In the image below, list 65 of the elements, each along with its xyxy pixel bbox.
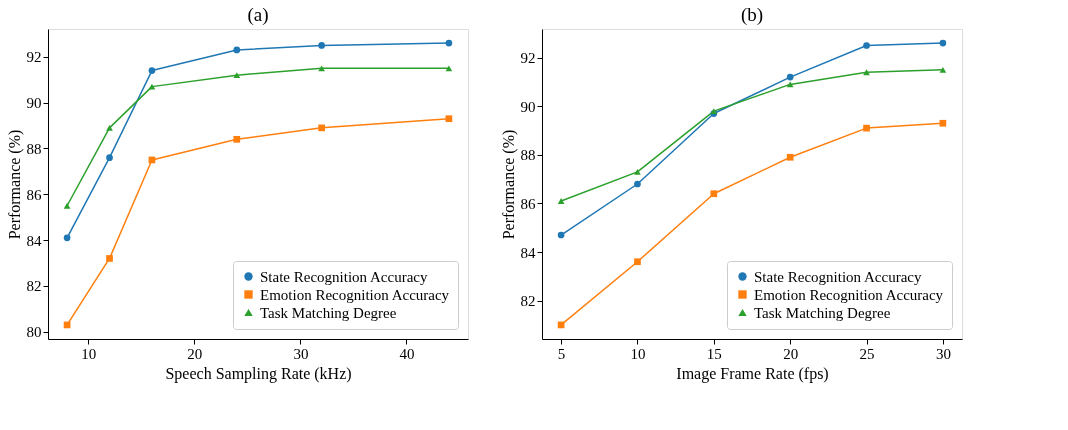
x-tick-label: 5 [557, 345, 566, 362]
y-tick-label: 82 [26, 278, 42, 295]
x-tick-label: 30 [935, 345, 951, 362]
x-axis-title: Image Frame Rate (fps) [676, 364, 829, 383]
point [318, 124, 325, 132]
legend-label: State Recognition Accuracy [260, 268, 428, 285]
point [634, 168, 641, 175]
point [863, 69, 870, 76]
point [863, 42, 870, 49]
legend-label: Task Matching Degree [260, 304, 397, 321]
x-tick-label: 10 [81, 345, 97, 362]
y-tick-label: 80 [26, 324, 42, 341]
y-tick-label: 84 [520, 244, 536, 261]
x-tick-label: 20 [783, 345, 799, 362]
point [939, 39, 947, 47]
y-tick-label: 90 [520, 98, 536, 115]
y-tick-label: 82 [520, 293, 536, 310]
point [786, 73, 794, 81]
point [939, 66, 947, 73]
point [318, 65, 325, 72]
y-tick-label: 90 [26, 95, 42, 112]
x-tick-label: 40 [399, 345, 415, 362]
chart-title: (a) [247, 4, 269, 26]
legend-label: Emotion Recognition Accuracy [754, 286, 944, 303]
point [106, 255, 113, 262]
y-tick-label: 86 [520, 195, 536, 212]
point [148, 67, 156, 74]
point [233, 135, 241, 143]
y-tick-label: 92 [26, 49, 42, 66]
y-tick-label: 88 [26, 140, 42, 157]
point [557, 198, 565, 204]
point [445, 65, 453, 72]
x-tick-label: 15 [706, 345, 722, 362]
y-axis-title: Performance (%) [5, 129, 24, 240]
point [634, 180, 641, 188]
point [233, 46, 241, 54]
point [63, 202, 71, 209]
point [557, 231, 565, 239]
point [634, 258, 641, 266]
point [445, 39, 453, 47]
x-tick-label: 10 [630, 345, 646, 362]
y-tick-label: 92 [520, 50, 536, 67]
x-tick-label: 20 [187, 345, 203, 362]
legend-label: Task Matching Degree [754, 304, 891, 321]
x-tick-label: 30 [293, 345, 309, 362]
point [786, 153, 794, 161]
point [233, 72, 241, 79]
point [106, 124, 113, 131]
legend-label: State Recognition Accuracy [754, 268, 922, 285]
chart-title: (b) [740, 4, 764, 26]
point [863, 124, 870, 132]
point [148, 83, 156, 90]
x-tick-label: 25 [859, 345, 875, 362]
point [63, 234, 71, 242]
point [710, 190, 718, 198]
y-tick-label: 88 [520, 147, 536, 164]
point [939, 119, 947, 127]
y-tick-label: 86 [26, 186, 42, 203]
legend-label: Emotion Recognition Accuracy [260, 286, 450, 303]
x-axis-title: Speech Sampling Rate (kHz) [165, 364, 352, 383]
point [445, 115, 453, 123]
y-axis-title: Performance (%) [499, 129, 518, 240]
y-tick-label: 84 [26, 232, 42, 249]
point [106, 154, 113, 161]
point [318, 42, 325, 49]
